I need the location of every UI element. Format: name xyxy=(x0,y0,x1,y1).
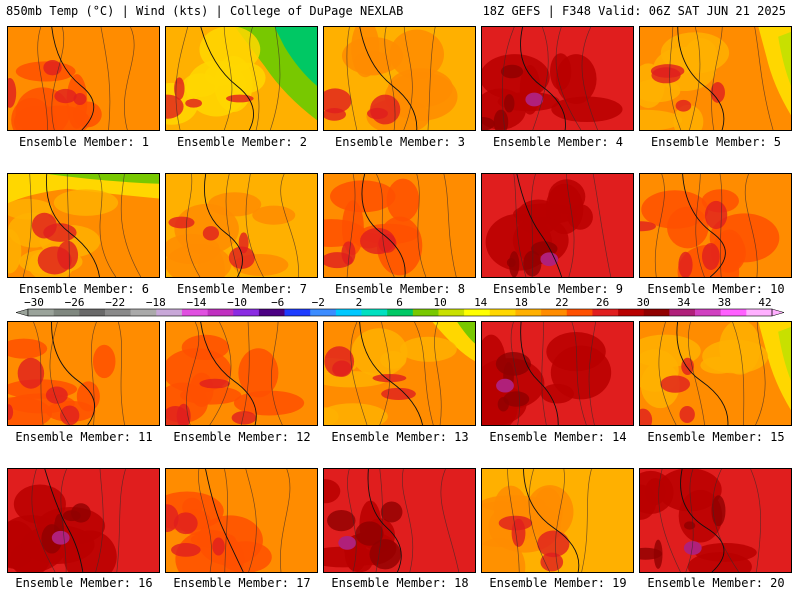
colorbar-swatch xyxy=(130,309,157,316)
colorbar-swatch xyxy=(387,309,414,316)
ensemble-caption-7: Ensemble Member: 7 xyxy=(176,282,308,296)
colorbar-swatch xyxy=(181,309,208,316)
colorbar-low-arrow xyxy=(15,308,29,317)
map-title: 850mb Temp (°C) | Wind (kts) | College o… xyxy=(6,4,404,18)
colorbar-swatch xyxy=(438,309,465,316)
ensemble-caption-8: Ensemble Member: 8 xyxy=(334,282,466,296)
ensemble-caption-9: Ensemble Member: 9 xyxy=(492,282,624,296)
ensemble-caption-4: Ensemble Member: 4 xyxy=(492,135,624,149)
ensemble-caption-18: Ensemble Member: 18 xyxy=(331,576,469,590)
colorbar-tick-label: 22 xyxy=(555,296,569,309)
colorbar-tick-label: −10 xyxy=(227,296,248,309)
colorbar-swatch xyxy=(79,309,106,316)
colorbar-swatch xyxy=(335,309,362,316)
ensemble-map-12 xyxy=(165,321,318,426)
colorbar-tick-label: −22 xyxy=(105,296,126,309)
ensemble-map-14 xyxy=(481,321,634,426)
colorbar-swatch xyxy=(28,309,54,316)
colorbar-tick-label: 34 xyxy=(677,296,691,309)
colorbar-swatch xyxy=(720,309,747,316)
ensemble-map-16 xyxy=(7,468,160,573)
colorbar-swatch xyxy=(258,309,285,316)
ensemble-map-17 xyxy=(165,468,318,573)
ensemble-caption-13: Ensemble Member: 13 xyxy=(331,430,469,444)
colorbar-tick-label: −18 xyxy=(145,296,166,309)
colorbar-tick-label: 30 xyxy=(636,296,650,309)
colorbar-swatch xyxy=(310,309,337,316)
temperature-colorbar xyxy=(15,308,785,317)
colorbar-swatch xyxy=(746,309,773,316)
ensemble-caption-19: Ensemble Member: 19 xyxy=(489,576,627,590)
colorbar-swatch xyxy=(412,309,439,316)
colorbar-swatch xyxy=(104,309,131,316)
colorbar-swatch xyxy=(592,309,619,316)
colorbar-tick-label: −14 xyxy=(186,296,207,309)
colorbar-high-arrow xyxy=(771,308,785,317)
ensemble-caption-17: Ensemble Member: 17 xyxy=(173,576,311,590)
colorbar-swatch xyxy=(464,309,491,316)
colorbar-swatch xyxy=(489,309,516,316)
ensemble-map-5 xyxy=(639,26,792,131)
colorbar-swatch xyxy=(233,309,260,316)
colorbar-swatch xyxy=(566,309,593,316)
colorbar-tick-label: 42 xyxy=(758,296,772,309)
model-run-info: 18Z GEFS | F348 Valid: 06Z SAT JUN 21 20… xyxy=(482,4,786,18)
ensemble-caption-15: Ensemble Member: 15 xyxy=(647,430,785,444)
colorbar-swatch xyxy=(284,309,311,316)
colorbar-swatch xyxy=(361,309,388,316)
colorbar-swatch xyxy=(669,309,696,316)
colorbar-tick-label: −2 xyxy=(311,296,325,309)
ensemble-map-9 xyxy=(481,173,634,278)
colorbar-tick-label: 18 xyxy=(514,296,528,309)
ensemble-caption-16: Ensemble Member: 16 xyxy=(15,576,153,590)
ensemble-map-4 xyxy=(481,26,634,131)
ensemble-caption-12: Ensemble Member: 12 xyxy=(173,430,311,444)
ensemble-map-6 xyxy=(7,173,160,278)
colorbar-tick-label: 10 xyxy=(433,296,447,309)
ensemble-caption-10: Ensemble Member: 10 xyxy=(647,282,785,296)
colorbar-tick-label: −6 xyxy=(271,296,285,309)
colorbar-swatch xyxy=(618,309,645,316)
ensemble-map-7 xyxy=(165,173,318,278)
ensemble-caption-11: Ensemble Member: 11 xyxy=(15,430,153,444)
colorbar-swatch xyxy=(53,309,80,316)
colorbar-swatch xyxy=(515,309,542,316)
colorbar-tick-label: 38 xyxy=(717,296,732,309)
colorbar-tick-label: −26 xyxy=(64,296,85,309)
ensemble-map-15 xyxy=(639,321,792,426)
colorbar-tick-label: 14 xyxy=(474,296,488,309)
colorbar-swatch xyxy=(156,309,183,316)
ensemble-map-2 xyxy=(165,26,318,131)
colorbar-swatch xyxy=(643,309,670,316)
ensemble-caption-1: Ensemble Member: 1 xyxy=(18,135,150,149)
ensemble-map-8 xyxy=(323,173,476,278)
colorbar-swatch xyxy=(207,309,234,316)
colorbar-swatch xyxy=(541,309,568,316)
ensemble-map-19 xyxy=(481,468,634,573)
colorbar-swatch xyxy=(695,309,721,316)
ensemble-map-20 xyxy=(639,468,792,573)
ensemble-map-11 xyxy=(7,321,160,426)
ensemble-map-10 xyxy=(639,173,792,278)
ensemble-map-18 xyxy=(323,468,476,573)
colorbar-tick-label: 6 xyxy=(396,296,403,309)
ensemble-caption-2: Ensemble Member: 2 xyxy=(176,135,308,149)
ensemble-caption-5: Ensemble Member: 5 xyxy=(650,135,782,149)
colorbar-tick-label: 26 xyxy=(595,296,610,309)
ensemble-map-1 xyxy=(7,26,160,131)
ensemble-caption-3: Ensemble Member: 3 xyxy=(334,135,466,149)
colorbar-tick-label: −30 xyxy=(24,296,44,309)
ensemble-map-13 xyxy=(323,321,476,426)
ensemble-caption-6: Ensemble Member: 6 xyxy=(18,282,150,296)
ensemble-caption-20: Ensemble Member: 20 xyxy=(647,576,785,590)
ensemble-map-3 xyxy=(323,26,476,131)
ensemble-caption-14: Ensemble Member: 14 xyxy=(489,430,627,444)
colorbar-tick-label: 2 xyxy=(355,296,363,309)
